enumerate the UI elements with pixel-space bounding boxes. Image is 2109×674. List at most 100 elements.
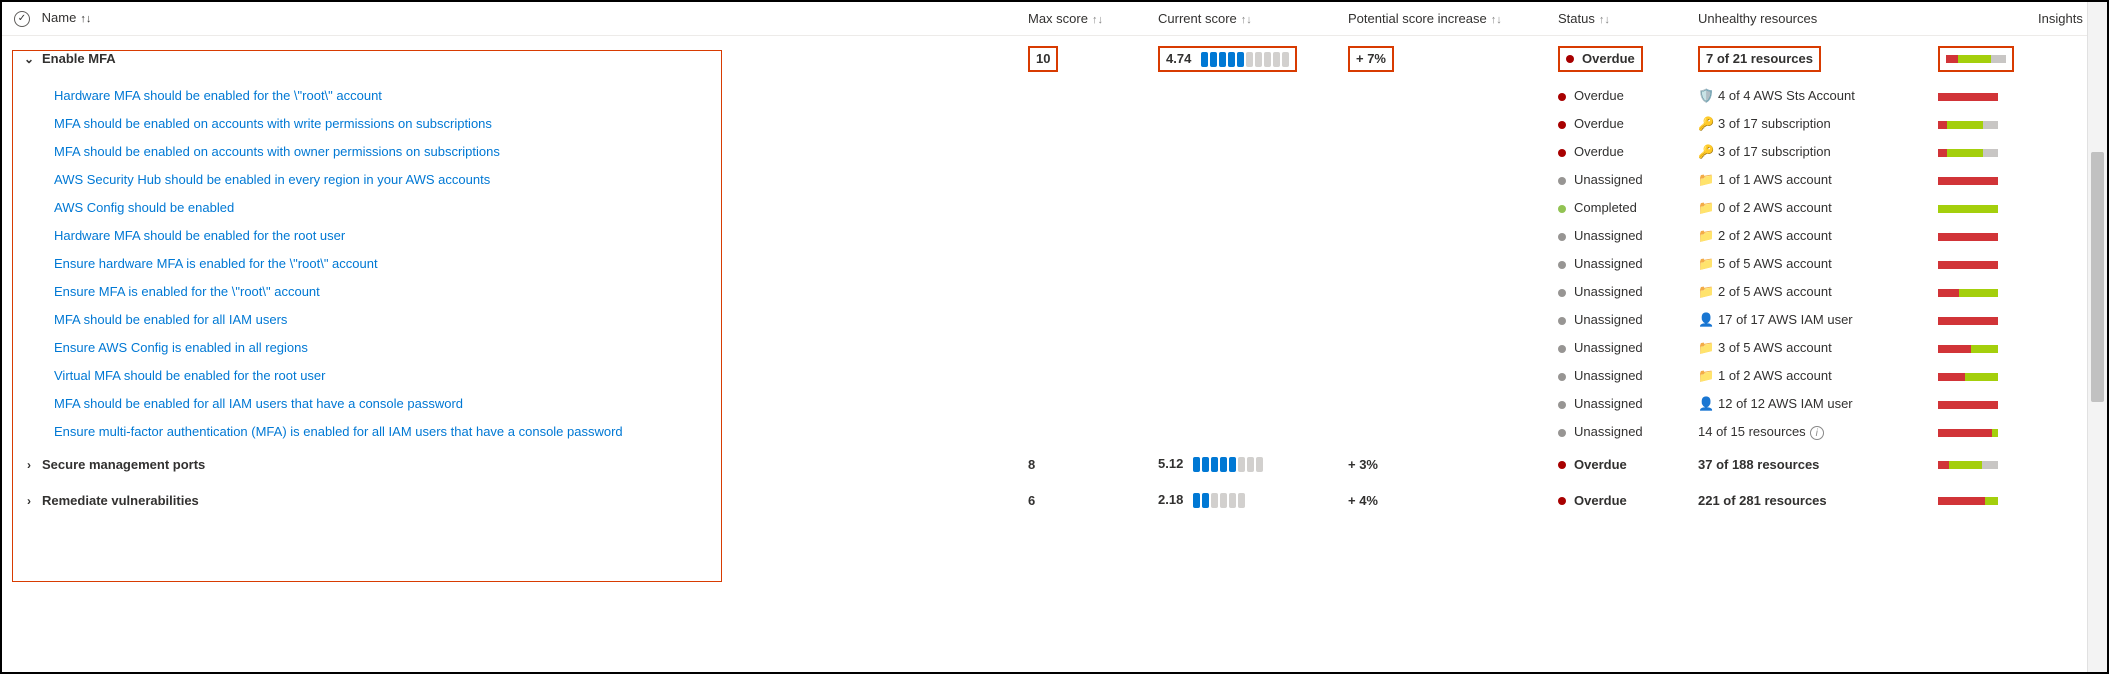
recommendation-link[interactable]: Virtual MFA should be enabled for the ro… [54, 368, 325, 383]
recommendation-link[interactable]: Ensure multi-factor authentication (MFA)… [54, 424, 623, 439]
health-bar [1938, 205, 1998, 213]
resources-bar [1932, 390, 2032, 418]
resources-bar [1932, 82, 2032, 110]
resources-bar [1932, 250, 2032, 278]
health-bar [1938, 497, 1998, 505]
health-bar [1938, 289, 1998, 297]
recommendation-link[interactable]: Hardware MFA should be enabled for the \… [54, 88, 382, 103]
max-score: 8 [1022, 446, 1152, 482]
resource-type-icon: 👤 [1698, 396, 1714, 412]
group-row[interactable]: ⌄Enable MFA104.74 + 7%Overdue7 of 21 res… [2, 35, 2087, 82]
score-segments [1193, 493, 1245, 508]
recommendation-link[interactable]: MFA should be enabled on accounts with w… [54, 116, 492, 131]
resources-bar [1932, 418, 2032, 447]
scrollbar-thumb[interactable] [2091, 152, 2104, 402]
status: Overdue [1552, 446, 1692, 482]
potential-increase: + 3% [1342, 446, 1552, 482]
col-header-unhealthy[interactable]: Unhealthy resources [1692, 2, 2032, 35]
recommendations-table: ✓ Name↑↓ Max score↑↓ Current score↑↓ Pot… [2, 2, 2087, 518]
group-row[interactable]: › Secure management ports 85.12 + 3%Overdu… [2, 446, 2087, 482]
recommendation-link[interactable]: Ensure MFA is enabled for the \"root\" a… [54, 284, 320, 299]
resource-type-icon: 📁 [1698, 368, 1714, 384]
resources-bar [1932, 306, 2032, 334]
status: Unassigned [1552, 390, 1692, 418]
resources-text: 🛡️4 of 4 AWS Sts Account [1692, 82, 1932, 110]
current-score: 4.74 [1152, 35, 1342, 82]
recommendation-row[interactable]: MFA should be enabled on accounts with w… [2, 110, 2087, 138]
current-score: 5.12 [1152, 446, 1342, 482]
recommendation-row[interactable]: Hardware MFA should be enabled for the \… [2, 82, 2087, 110]
recommendation-row[interactable]: AWS Config should be enabled Completed📁0 … [2, 194, 2087, 222]
resources-bar [1932, 362, 2032, 390]
group-name: Remediate vulnerabilities [42, 493, 199, 508]
recommendation-row[interactable]: Ensure hardware MFA is enabled for the \… [2, 250, 2087, 278]
health-bar [1938, 93, 1998, 101]
recommendation-row[interactable]: MFA should be enabled for all IAM users … [2, 390, 2087, 418]
recommendation-link[interactable]: Ensure AWS Config is enabled in all regi… [54, 340, 308, 355]
status: Unassigned [1552, 278, 1692, 306]
max-score: 10 [1022, 35, 1152, 82]
status: Overdue [1552, 35, 1692, 82]
status: Completed [1552, 194, 1692, 222]
col-header-potential[interactable]: Potential score increase↑↓ [1342, 2, 1552, 35]
recommendation-link[interactable]: MFA should be enabled for all IAM users … [54, 396, 463, 411]
resources-bar [1932, 482, 2032, 518]
health-bar [1938, 261, 1998, 269]
status: Overdue [1552, 482, 1692, 518]
resources-bar [1932, 334, 2032, 362]
recommendation-link[interactable]: AWS Security Hub should be enabled in ev… [54, 172, 490, 187]
resources-text: 📁2 of 5 AWS account [1692, 278, 1932, 306]
health-bar [1938, 317, 1998, 325]
recommendation-row[interactable]: Ensure AWS Config is enabled in all regi… [2, 334, 2087, 362]
recommendation-row[interactable]: Ensure multi-factor authentication (MFA)… [2, 418, 2087, 447]
health-bar [1946, 55, 2006, 63]
status: Overdue [1552, 110, 1692, 138]
health-bar [1938, 401, 1998, 409]
scrollbar[interactable] [2087, 2, 2107, 672]
resources-text: 👤12 of 12 AWS IAM user [1692, 390, 1932, 418]
score-segments [1201, 52, 1289, 67]
resource-type-icon: 📁 [1698, 200, 1714, 216]
resources-text: 📁0 of 2 AWS account [1692, 194, 1932, 222]
recommendation-row[interactable]: MFA should be enabled for all IAM usersU… [2, 306, 2087, 334]
resource-type-icon: 📁 [1698, 256, 1714, 272]
recommendation-link[interactable]: MFA should be enabled on accounts with o… [54, 144, 500, 159]
recommendation-row[interactable]: Hardware MFA should be enabled for the r… [2, 222, 2087, 250]
col-header-status[interactable]: Status↑↓ [1552, 2, 1692, 35]
resources-bar [1932, 166, 2032, 194]
status: Unassigned [1552, 334, 1692, 362]
health-bar [1938, 149, 1998, 157]
recommendation-link[interactable]: AWS Config should be enabled [54, 200, 234, 215]
recommendation-link[interactable]: MFA should be enabled for all IAM users [54, 312, 287, 327]
chevron-right-icon[interactable]: › [22, 458, 36, 472]
status: Unassigned [1552, 418, 1692, 447]
col-header-insights[interactable]: Insights [2032, 2, 2087, 35]
resource-type-icon: 📁 [1698, 228, 1714, 244]
col-header-current[interactable]: Current score↑↓ [1152, 2, 1342, 35]
health-bar [1938, 121, 1998, 129]
resources-bar [1932, 446, 2032, 482]
recommendation-row[interactable]: AWS Security Hub should be enabled in ev… [2, 166, 2087, 194]
resources-text: 37 of 188 resources [1692, 446, 1932, 482]
health-bar [1938, 345, 1998, 353]
group-name: Secure management ports [42, 457, 205, 472]
info-icon[interactable]: i [1810, 426, 1824, 440]
health-bar [1938, 429, 1998, 437]
status: Unassigned [1552, 222, 1692, 250]
chevron-down-icon[interactable]: ⌄ [22, 52, 36, 66]
group-row[interactable]: ›Remediate vulnerabilities62.18 + 4%Over… [2, 482, 2087, 518]
recommendation-row[interactable]: Virtual MFA should be enabled for the ro… [2, 362, 2087, 390]
recommendation-link[interactable]: Hardware MFA should be enabled for the r… [54, 228, 345, 243]
col-header-name[interactable]: ✓ Name↑↓ [2, 2, 1022, 35]
recommendation-row[interactable]: MFA should be enabled on accounts with o… [2, 138, 2087, 166]
current-score: 2.18 [1152, 482, 1342, 518]
resources-text: 7 of 21 resources [1692, 35, 1932, 82]
health-bar [1938, 461, 1998, 469]
col-header-max[interactable]: Max score↑↓ [1022, 2, 1152, 35]
resources-text: 📁2 of 2 AWS account [1692, 222, 1932, 250]
recommendation-link[interactable]: Ensure hardware MFA is enabled for the \… [54, 256, 378, 271]
recommendation-row[interactable]: Ensure MFA is enabled for the \"root\" a… [2, 278, 2087, 306]
resources-bar [1932, 278, 2032, 306]
selectall-icon[interactable]: ✓ [14, 11, 30, 27]
chevron-right-icon[interactable]: › [22, 494, 36, 508]
